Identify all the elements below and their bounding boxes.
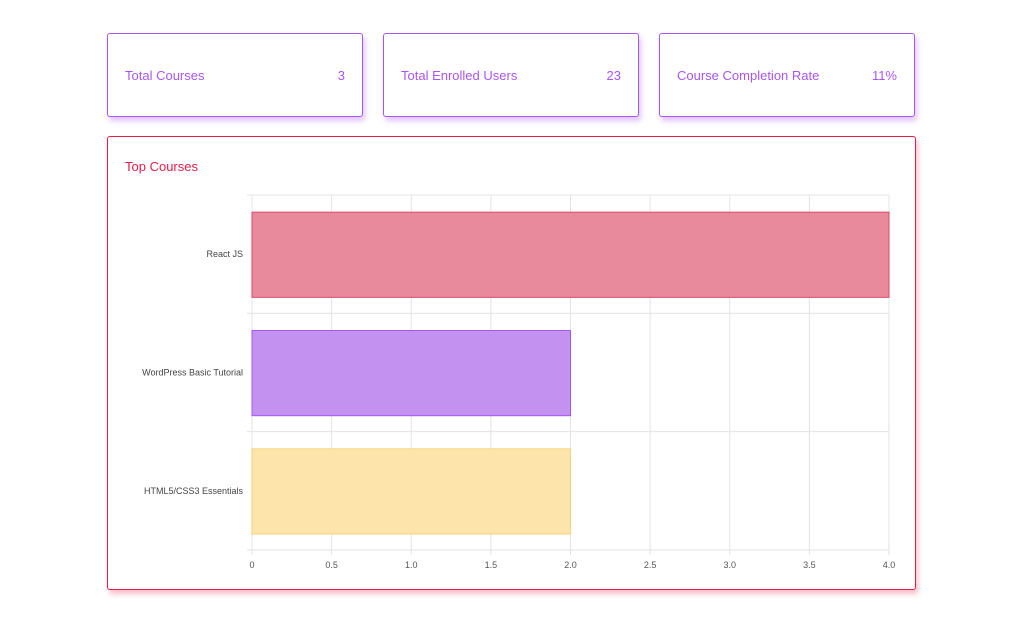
x-tick-label: 1.5 [485,560,498,570]
x-tick-label: 0 [249,560,254,570]
stat-label: Total Courses [125,67,205,83]
category-label: WordPress Basic Tutorial [142,368,243,378]
x-tick-label: 0.5 [325,560,338,570]
chart-title: Top Courses [125,159,198,174]
x-tick-label: 3.0 [723,560,736,570]
stat-label: Total Enrolled Users [401,67,518,83]
stat-card-total-enrolled-users: Total Enrolled Users 23 [383,33,639,117]
x-tick-label: 4.0 [883,560,896,570]
top-courses-bar-chart: 0 0.5 1.0 1.5 2.0 2.5 3.0 3.5 4.0 React JS WordPre… [142,194,896,570]
stat-label: Course Completion Rate [677,67,820,83]
bar[interactable] [251,448,571,535]
x-tick-label: 2.5 [644,560,657,570]
stat-card-total-courses: Total Courses 3 [107,33,363,117]
stat-value: 23 [606,67,621,83]
x-tick-label: 1.0 [405,560,418,570]
stat-value: 11% [871,67,897,83]
stat-value: 3 [337,67,345,83]
stat-card-course-completion-rate: Course Completion Rate 11% [659,33,915,117]
category-label: React JS [206,249,243,259]
category-label: HTML5/CSS3 Essentials [144,486,244,496]
bar[interactable] [251,211,890,298]
top-courses-card: Top Courses 0 0.5 1.0 1.5 2.0 2.5 3.0 3.5 4.0 Rea… [107,136,916,590]
x-tick-label: 2.0 [564,560,577,570]
x-tick-label: 3.5 [803,560,816,570]
bar[interactable] [251,329,571,417]
